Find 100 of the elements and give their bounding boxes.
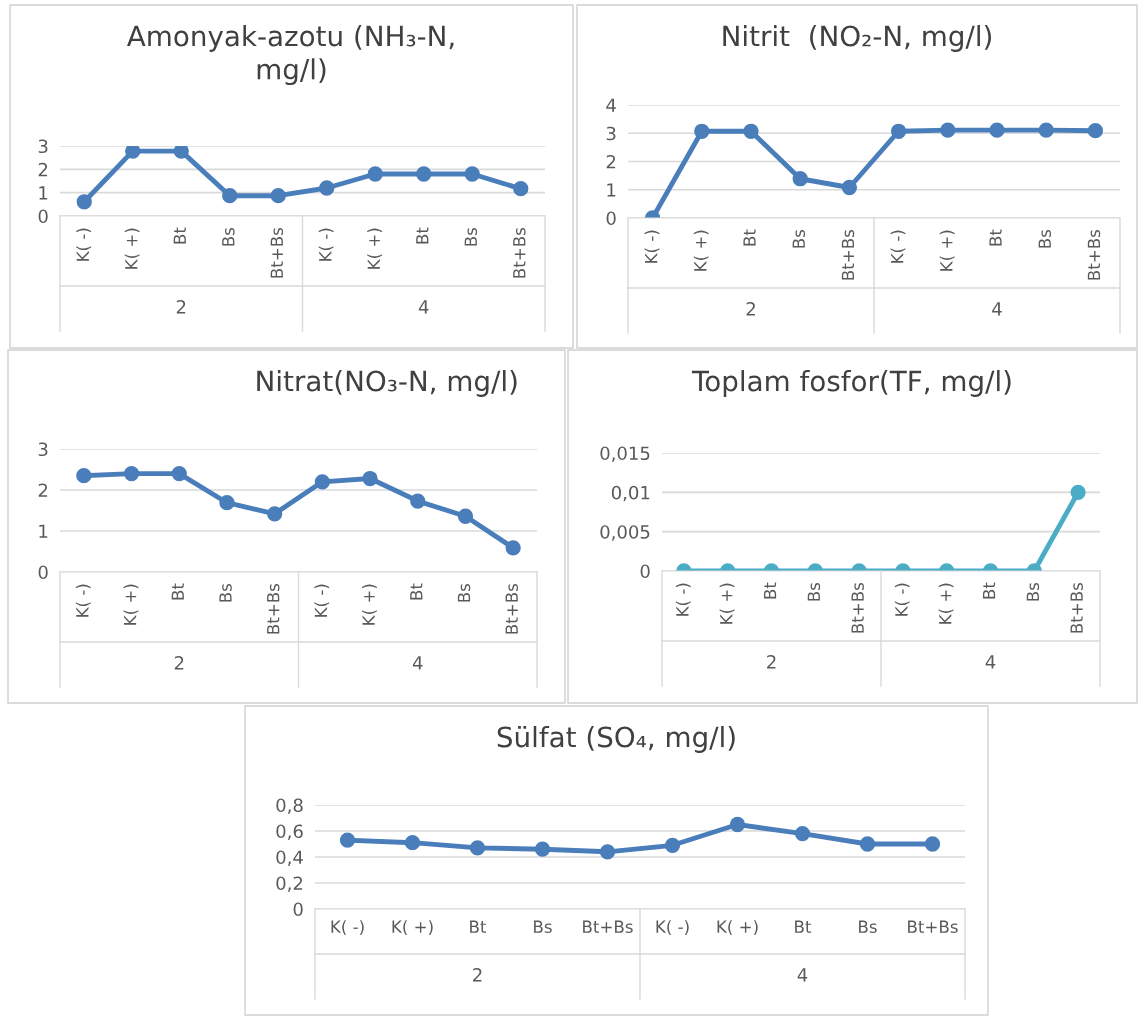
x-tick-label: Bt+Bs (841, 229, 855, 280)
y-tick-label: 0 (38, 209, 48, 224)
point (1087, 123, 1104, 139)
x-tick-label: Bt (763, 582, 777, 599)
text: 2 (176, 300, 186, 314)
point (457, 508, 474, 524)
chart-title: Nitrit (NO₂-N, mg/l) (723, 25, 991, 52)
text: 4 (418, 300, 429, 314)
chart-title: Nitrat(NO₃-N, mg/l) (257, 370, 517, 397)
point (410, 493, 426, 509)
point (404, 835, 421, 851)
x-tick-label: Bt+Bs (851, 582, 864, 633)
x-tick-label: Bt+Bs (908, 920, 958, 934)
x-tick-label: K( -) (890, 230, 906, 263)
y-tick-label: 1 (39, 186, 48, 200)
chart-title: Sülfat (SO₄, mg/l) (497, 726, 735, 753)
point (173, 146, 189, 159)
y-tick-label: 0,6 (276, 824, 303, 840)
y-tick-label: 0,8 (276, 798, 303, 814)
y-tick-label: 4 (606, 98, 616, 112)
x-tick-label: Bt+Bs (505, 583, 518, 634)
x-tick-label: K( -) (75, 584, 91, 617)
point (794, 825, 811, 842)
y-tick-label: 3 (606, 126, 616, 141)
point (171, 465, 187, 482)
y-tick-label: 2 (38, 483, 48, 497)
x-tick-label: K( -) (331, 920, 364, 935)
x-tick-label: K( +) (367, 228, 383, 269)
text: 4 (992, 302, 1002, 316)
x-tick-label: Bt (416, 227, 429, 244)
y-tick-label: 2 (38, 162, 48, 177)
point (513, 181, 529, 197)
point (841, 179, 858, 196)
point (469, 840, 486, 856)
text: 4 (412, 656, 423, 670)
x-tick-label: Bs (534, 920, 552, 934)
y-tick-label: 0,015 (600, 446, 650, 462)
point (940, 122, 956, 138)
y-tick-label: 0 (293, 902, 303, 917)
point (743, 123, 759, 139)
x-tick-label: K( +) (693, 230, 709, 271)
point (339, 832, 356, 848)
y-tick-label: 0 (38, 565, 48, 580)
y-tick-label: 0 (640, 564, 650, 579)
text: 2 (746, 302, 755, 316)
y-tick-label: 3 (38, 442, 48, 457)
x-tick-label: K( +) (939, 230, 955, 271)
text: 2 (174, 656, 184, 670)
x-tick-label: Bs (222, 227, 235, 246)
point (924, 836, 941, 852)
x-tick-label: K( +) (124, 228, 140, 269)
point (123, 465, 140, 482)
x-tick-label: Bs (792, 229, 806, 248)
point (694, 123, 710, 139)
y-tick-label: 0,01 (611, 485, 650, 502)
x-tick-label: K( -) (314, 584, 330, 617)
point (859, 836, 876, 852)
point (464, 166, 480, 182)
point (319, 180, 335, 196)
x-tick-label: Bt (795, 920, 812, 933)
point (1038, 122, 1054, 138)
x-tick-label: Bt (743, 229, 756, 246)
y-tick-label: 1 (39, 524, 48, 538)
y-tick-label: 0 (606, 211, 616, 226)
x-tick-label: Bt (989, 229, 1002, 246)
point (729, 816, 746, 833)
point (416, 166, 432, 182)
text: 2 (473, 968, 482, 982)
x-tick-label: Bt (410, 583, 423, 600)
point (125, 146, 141, 159)
point (362, 470, 378, 487)
point (599, 844, 616, 860)
x-tick-label: Bs (1038, 229, 1052, 248)
point (664, 837, 681, 853)
y-tick-label: 1 (607, 183, 616, 197)
chart-title: Toplam fosfor(TF, mg/l) (691, 370, 1011, 397)
point (314, 474, 330, 490)
point (505, 540, 521, 556)
x-tick-label: Bt+Bs (267, 583, 280, 634)
point (222, 188, 238, 204)
point (989, 122, 1005, 138)
x-tick-label: Bt (171, 583, 184, 600)
y-tick-label: 0,005 (600, 525, 650, 541)
point (76, 468, 92, 484)
x-tick-label: K( +) (362, 584, 377, 625)
point (219, 495, 235, 511)
x-tick-label: Bt+Bs (1070, 582, 1083, 633)
point (267, 506, 283, 522)
x-tick-label: Bt (173, 227, 186, 244)
x-tick-label: K( -) (894, 583, 910, 616)
x-tick-label: Bs (464, 227, 478, 246)
x-tick-label: K( -) (644, 230, 660, 263)
text: 2 (767, 655, 776, 669)
x-tick-label: Bt+Bs (270, 227, 284, 278)
point (792, 171, 808, 187)
point (270, 188, 286, 204)
point (534, 841, 551, 857)
x-tick-label: K( +) (938, 583, 954, 624)
x-tick-label: K( +) (719, 583, 735, 624)
x-tick-label: Bt (982, 582, 996, 599)
